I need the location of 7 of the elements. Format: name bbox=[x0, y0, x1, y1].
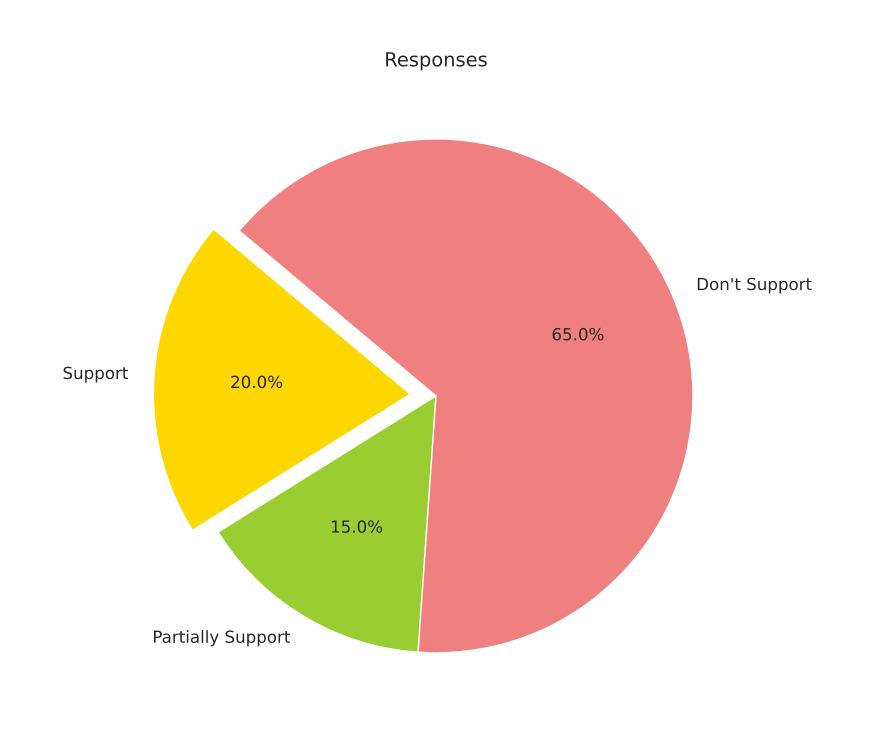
slice-label: Support bbox=[64, 366, 128, 382]
slice-label: Partially Support bbox=[154, 630, 290, 646]
chart-title: Responses bbox=[386, 52, 487, 70]
slice-label: Don't Support bbox=[698, 278, 812, 294]
data-label: 15.0% bbox=[332, 520, 382, 533]
data-label: 20.0% bbox=[231, 376, 282, 388]
data-label: 65.0% bbox=[552, 328, 604, 341]
